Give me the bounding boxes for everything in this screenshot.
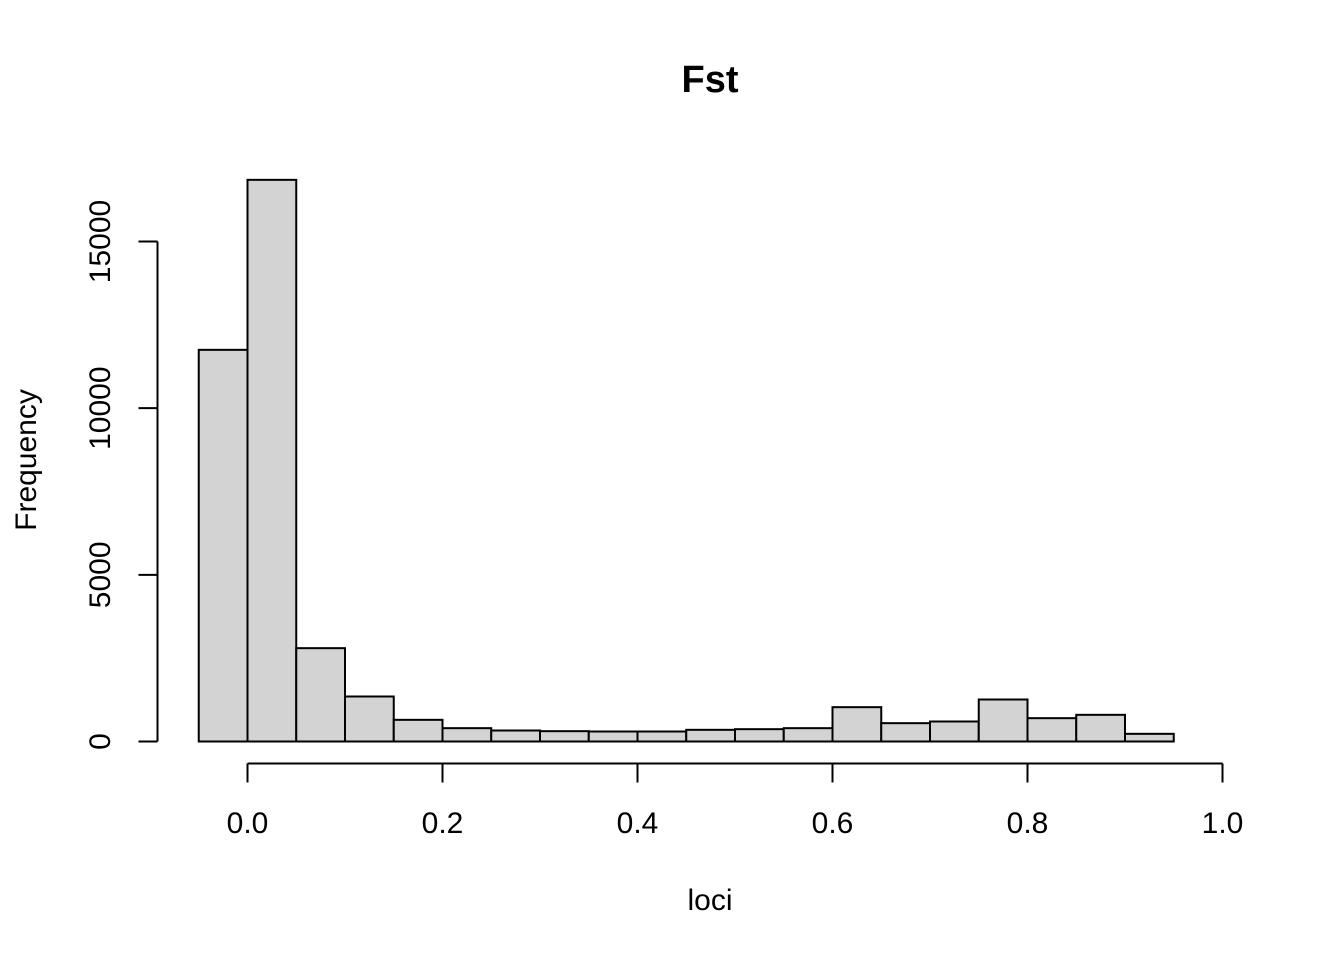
histogram-bar bbox=[685, 728, 736, 743]
histogram-bar bbox=[197, 348, 249, 743]
histogram-bar bbox=[1124, 732, 1175, 743]
histogram-bar bbox=[977, 698, 1029, 743]
histogram-bar bbox=[880, 722, 931, 743]
histogram-bar bbox=[539, 730, 590, 743]
histogram-bars bbox=[197, 178, 1175, 743]
histogram-bar bbox=[392, 718, 444, 743]
histogram-bar bbox=[490, 729, 541, 743]
x-tick-label: 0.8 bbox=[1007, 807, 1049, 840]
y-axis: 0 5000 10000 15000 bbox=[84, 200, 159, 750]
histogram-bar bbox=[246, 178, 298, 743]
y-tick-label: 10000 bbox=[84, 366, 117, 449]
histogram-bar bbox=[929, 720, 980, 743]
histogram-bar bbox=[782, 727, 834, 743]
histogram-bar bbox=[734, 728, 785, 743]
x-tick-label: 0.0 bbox=[227, 807, 269, 840]
y-tick-label: 15000 bbox=[84, 200, 117, 283]
histogram-bar bbox=[441, 727, 493, 743]
chart-title: Fst bbox=[682, 59, 739, 101]
x-tick-label: 0.2 bbox=[422, 807, 464, 840]
histogram-bar bbox=[587, 730, 639, 743]
x-tick-label: 0.6 bbox=[812, 807, 854, 840]
y-axis-label: Frequency bbox=[10, 389, 43, 531]
histogram-bar bbox=[1075, 713, 1126, 743]
x-axis: 0.0 0.2 0.4 0.6 0.8 1.0 bbox=[227, 762, 1244, 840]
histogram-bar bbox=[295, 647, 346, 743]
x-axis-label: loci bbox=[687, 884, 732, 917]
histogram-bar bbox=[1026, 717, 1078, 743]
y-tick-label: 5000 bbox=[84, 541, 117, 608]
x-tick-label: 0.4 bbox=[617, 807, 659, 840]
histogram-bar bbox=[831, 706, 883, 743]
x-tick-label: 1.0 bbox=[1202, 807, 1244, 840]
y-tick-label: 0 bbox=[84, 733, 117, 750]
histogram-bar bbox=[636, 730, 688, 743]
histogram-bar bbox=[344, 695, 395, 743]
